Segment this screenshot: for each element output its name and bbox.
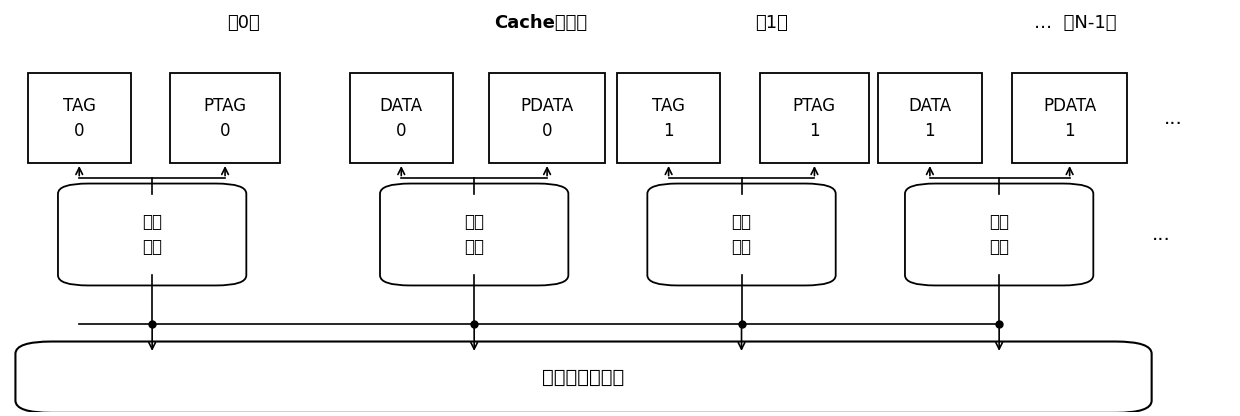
FancyBboxPatch shape bbox=[878, 74, 982, 163]
FancyBboxPatch shape bbox=[58, 183, 247, 285]
Text: TAG
0: TAG 0 bbox=[63, 97, 95, 140]
Text: PDATA
1: PDATA 1 bbox=[1043, 97, 1096, 140]
FancyBboxPatch shape bbox=[379, 183, 568, 285]
FancyBboxPatch shape bbox=[618, 74, 720, 163]
Text: 第0路: 第0路 bbox=[227, 13, 259, 32]
FancyBboxPatch shape bbox=[1012, 74, 1127, 163]
Text: ...: ... bbox=[1163, 109, 1182, 128]
Text: ...: ... bbox=[1152, 225, 1171, 244]
Text: TAG
1: TAG 1 bbox=[652, 97, 686, 140]
Text: 第1路: 第1路 bbox=[755, 13, 789, 32]
FancyBboxPatch shape bbox=[905, 183, 1094, 285]
FancyBboxPatch shape bbox=[15, 342, 1152, 413]
Text: 编码
逻辑: 编码 逻辑 bbox=[990, 213, 1009, 256]
FancyBboxPatch shape bbox=[170, 74, 280, 163]
Text: PTAG
1: PTAG 1 bbox=[792, 97, 836, 140]
Text: PDATA
0: PDATA 0 bbox=[521, 97, 574, 140]
FancyBboxPatch shape bbox=[27, 74, 131, 163]
FancyBboxPatch shape bbox=[760, 74, 869, 163]
Text: DATA
0: DATA 0 bbox=[379, 97, 423, 140]
Text: PTAG
0: PTAG 0 bbox=[203, 97, 247, 140]
Text: 编码
逻辑: 编码 逻辑 bbox=[732, 213, 751, 256]
Text: 写入値生成逻辑: 写入値生成逻辑 bbox=[542, 368, 625, 387]
Text: 编码
逻辑: 编码 逻辑 bbox=[464, 213, 484, 256]
Text: …  第N-1路: … 第N-1路 bbox=[1034, 13, 1117, 32]
FancyBboxPatch shape bbox=[647, 183, 836, 285]
Text: Cache存储器: Cache存储器 bbox=[495, 13, 588, 32]
Text: 编码
逻辑: 编码 逻辑 bbox=[143, 213, 162, 256]
Text: DATA
1: DATA 1 bbox=[909, 97, 951, 140]
FancyBboxPatch shape bbox=[490, 74, 605, 163]
FancyBboxPatch shape bbox=[350, 74, 453, 163]
